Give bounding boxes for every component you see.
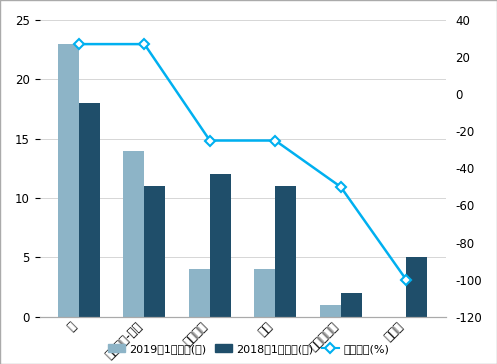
Bar xyxy=(58,44,79,317)
Bar xyxy=(254,269,275,317)
Bar xyxy=(79,103,100,317)
同比增长(%) xyxy=(338,185,344,189)
Bar xyxy=(145,186,166,317)
同比增长(%) xyxy=(207,138,213,143)
同比增长(%) xyxy=(403,277,409,282)
Bar xyxy=(189,269,210,317)
同比增长(%) xyxy=(142,42,148,46)
Line: 同比增长(%): 同比增长(%) xyxy=(76,41,410,283)
Bar xyxy=(275,186,296,317)
Bar xyxy=(341,293,362,317)
Bar xyxy=(210,174,231,317)
Bar xyxy=(123,151,145,317)
同比增长(%) xyxy=(76,42,82,46)
Bar xyxy=(406,257,427,317)
Bar xyxy=(320,305,341,317)
Legend: 2019年1月完成(辆), 2018年1月完成(辆), 同比增长(%): 2019年1月完成(辆), 2018年1月完成(辆), 同比增长(%) xyxy=(103,340,394,359)
同比增长(%) xyxy=(272,138,278,143)
